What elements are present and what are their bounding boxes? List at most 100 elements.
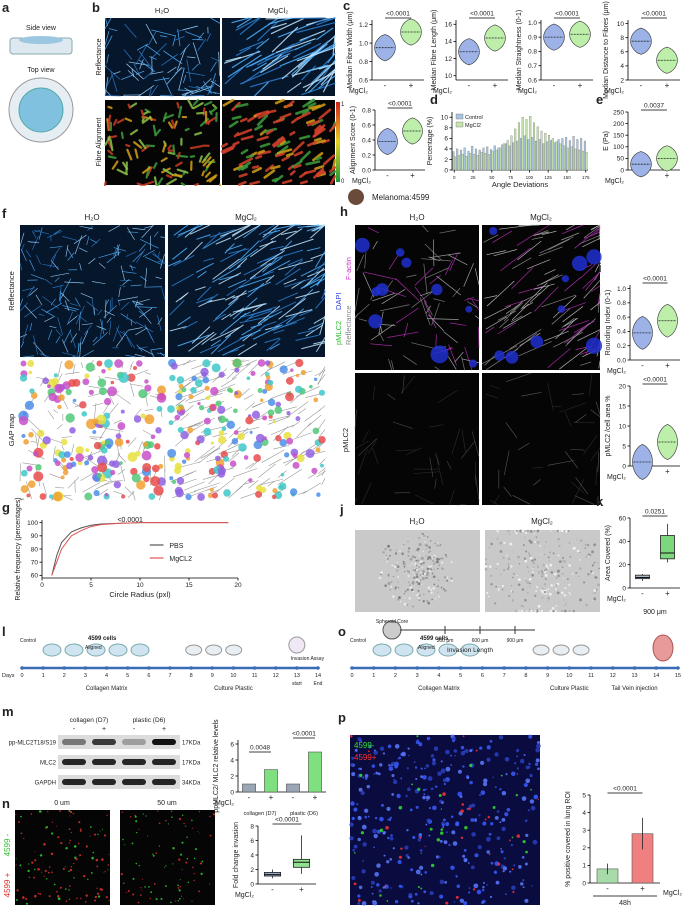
fibre	[190, 224, 211, 235]
day-dot	[611, 666, 615, 670]
x-tick-label: +	[640, 884, 645, 893]
speck	[535, 536, 538, 538]
speck	[403, 544, 405, 546]
size-label: 17KDa	[182, 761, 201, 767]
fibre	[67, 315, 78, 324]
fibre	[76, 336, 82, 356]
speck	[16, 889, 19, 892]
fibre	[171, 173, 183, 177]
speck	[193, 857, 196, 860]
hist-bar	[561, 138, 564, 171]
x-tick-label: 50	[489, 175, 495, 180]
speck	[542, 564, 545, 567]
fibre	[62, 236, 78, 241]
fibre	[184, 241, 203, 261]
speck	[33, 868, 36, 871]
speck	[543, 546, 545, 548]
fibre	[301, 82, 336, 96]
y-tick-label: 90	[31, 533, 39, 540]
speck	[495, 585, 498, 588]
fibre	[231, 50, 260, 69]
fibre	[561, 232, 580, 241]
speck	[436, 585, 440, 588]
speck	[58, 394, 65, 401]
label: 4599 +	[3, 872, 12, 897]
day-dot	[231, 666, 236, 670]
fibre	[170, 119, 176, 130]
fibre	[305, 160, 321, 166]
label: 300 μm	[437, 638, 454, 644]
fibre	[275, 268, 301, 285]
speck	[525, 833, 529, 837]
fibre	[299, 30, 326, 41]
fibre	[244, 394, 254, 400]
speck	[547, 596, 551, 600]
label: 0 um	[54, 800, 70, 807]
speck	[439, 894, 444, 899]
fibre	[132, 251, 144, 263]
speck	[27, 480, 36, 489]
speck	[501, 588, 504, 591]
y-tick-label: 1.0	[359, 40, 368, 47]
label: pMLC2	[341, 428, 350, 452]
speck	[364, 815, 368, 819]
fibre	[120, 302, 130, 310]
speck	[487, 815, 491, 819]
fibre	[69, 330, 76, 348]
speck	[33, 451, 39, 457]
speck	[402, 562, 406, 566]
day-label: 3	[84, 673, 87, 679]
label: Invasion Assay	[291, 656, 325, 662]
speck	[557, 305, 566, 313]
fibre	[155, 276, 162, 280]
speck	[426, 571, 429, 575]
fibre	[188, 86, 201, 89]
speck	[187, 881, 190, 884]
speck	[503, 541, 506, 545]
fibre	[107, 135, 111, 141]
speck	[414, 766, 418, 769]
y-axis-label: Median Fibre Length (μm)	[431, 10, 438, 91]
fibre	[485, 316, 507, 330]
speck	[267, 398, 276, 407]
fibre	[248, 310, 272, 319]
blot-band	[62, 759, 86, 765]
speck	[382, 551, 385, 554]
fibre	[566, 318, 596, 344]
fibre	[315, 250, 326, 268]
speck	[379, 763, 383, 767]
speck	[482, 821, 487, 826]
p-value: <0.0001	[555, 11, 579, 18]
fibre	[129, 365, 133, 371]
panel-label: n	[2, 796, 10, 811]
fibre	[236, 17, 252, 28]
fibre	[271, 26, 299, 53]
y-axis-label: E (Pa)	[603, 131, 610, 151]
speck	[292, 452, 298, 458]
fibre	[38, 227, 43, 240]
y-tick-label: 0.4	[362, 137, 371, 144]
speck	[318, 389, 326, 396]
fibre	[590, 409, 601, 418]
speck	[132, 893, 135, 896]
fibre	[29, 323, 33, 331]
label: F-actin	[344, 257, 353, 280]
speck	[167, 448, 177, 458]
y-tick-label: 0.4	[617, 329, 626, 336]
speck	[529, 585, 531, 588]
fibre	[295, 290, 320, 299]
speck	[205, 395, 211, 401]
hist-bar	[512, 142, 515, 171]
speck	[593, 543, 597, 547]
fibre	[221, 377, 237, 388]
speck	[438, 564, 440, 566]
speck	[97, 378, 107, 388]
fibre	[172, 35, 176, 47]
speck	[522, 840, 526, 844]
speck	[481, 888, 485, 892]
hist-bar	[472, 154, 475, 171]
speck	[436, 542, 439, 544]
speck	[265, 375, 271, 380]
fibre	[157, 314, 162, 331]
blot-band	[92, 739, 116, 745]
